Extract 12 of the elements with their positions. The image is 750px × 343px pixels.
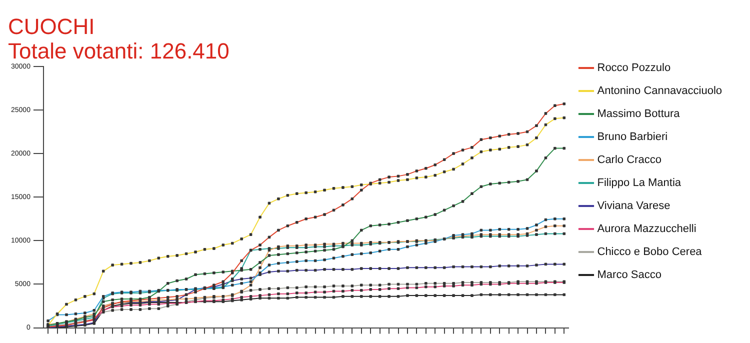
legend-label: Bruno Barbieri: [597, 131, 668, 144]
legend-label: Massimo Bottura: [597, 108, 681, 120]
legend-label: Viviana Varese: [597, 200, 670, 212]
legend-label: Carlo Cracco: [597, 154, 662, 166]
legend-label: Aurora Mazzucchelli: [597, 223, 696, 236]
legend-label: Rocco Pozzulo: [597, 62, 671, 74]
chart-subtitle: Totale votanti: 126.410: [8, 38, 230, 64]
chart-title: CUOCHI: [8, 14, 95, 40]
legend-label: Chicco e Bobo Cerea: [597, 246, 703, 258]
legend-label: Filippo La Mantia: [597, 177, 682, 190]
legend-label: Marco Sacco: [597, 269, 662, 282]
legend-label: Antonino Cannavacciuolo: [597, 85, 722, 98]
